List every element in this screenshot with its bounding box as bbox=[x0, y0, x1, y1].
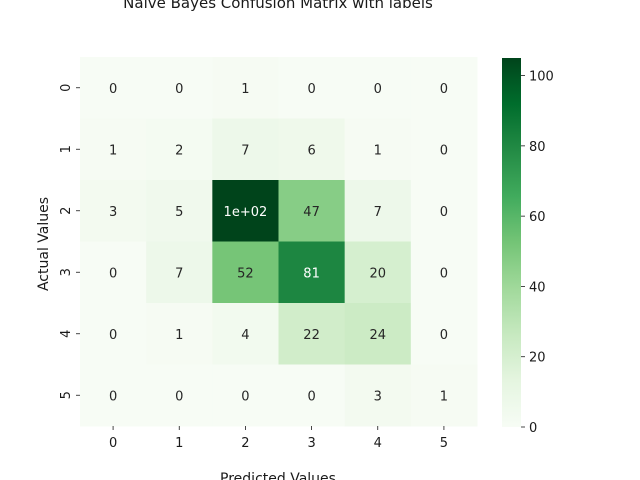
cell-value-label: 1 bbox=[109, 143, 117, 158]
y-tick-label: 3 bbox=[59, 268, 74, 276]
heatmap-cell bbox=[212, 118, 279, 181]
heatmap-cell bbox=[410, 180, 478, 242]
heatmap-cell bbox=[410, 118, 478, 181]
colorbar-tick-label: 20 bbox=[529, 351, 546, 366]
cell-value-label: 6 bbox=[307, 143, 315, 158]
cell-value-label: 0 bbox=[307, 389, 315, 404]
x-tick-label: 4 bbox=[374, 436, 382, 451]
cell-value-label: 52 bbox=[237, 266, 254, 281]
cell-value-label: 3 bbox=[109, 205, 117, 220]
colorbar-tick-label: 0 bbox=[529, 421, 537, 436]
cell-value-label: 0 bbox=[109, 266, 117, 281]
heatmap-cell bbox=[80, 180, 147, 242]
cell-value-label: 0 bbox=[440, 266, 448, 281]
heatmap-cell bbox=[344, 57, 412, 119]
colorbar bbox=[502, 58, 521, 427]
cell-value-label: 7 bbox=[175, 266, 183, 281]
heatmap-cell bbox=[212, 364, 279, 427]
y-tick-label: 4 bbox=[59, 330, 74, 338]
cell-value-label: 20 bbox=[369, 266, 386, 281]
heatmap-cell bbox=[146, 364, 213, 427]
heatmap-cell bbox=[344, 241, 412, 304]
cell-value-label: 0 bbox=[307, 82, 315, 97]
heatmap-cell bbox=[344, 180, 412, 242]
cell-value-label: 0 bbox=[440, 328, 448, 343]
cell-value-label: 0 bbox=[440, 143, 448, 158]
heatmap-cell bbox=[212, 303, 279, 365]
y-axis-label: Actual Values bbox=[36, 197, 52, 291]
x-tick-label: 1 bbox=[175, 436, 183, 451]
cell-value-label: 1 bbox=[175, 328, 183, 343]
x-tick-label: 5 bbox=[440, 436, 448, 451]
cell-value-label: 22 bbox=[303, 328, 320, 343]
heatmap-cell bbox=[212, 57, 279, 119]
cell-value-label: 5 bbox=[175, 205, 183, 220]
cell-value-label: 0 bbox=[109, 328, 117, 343]
x-tick-label: 2 bbox=[241, 436, 249, 451]
heatmap-cell bbox=[212, 241, 279, 304]
heatmap-cell bbox=[278, 241, 346, 304]
heatmap-cell bbox=[146, 57, 213, 119]
chart-title: Naive Bayes Confusion Matrix with labels bbox=[123, 0, 433, 12]
cell-value-label: 0 bbox=[374, 82, 382, 97]
y-tick-label: 2 bbox=[59, 207, 74, 215]
y-tick-label: 5 bbox=[59, 391, 74, 399]
heatmap-cell bbox=[278, 303, 346, 365]
cell-value-label: 7 bbox=[374, 205, 382, 220]
cell-value-label: 0 bbox=[109, 82, 117, 97]
heatmap-cell bbox=[278, 57, 346, 119]
cell-value-label: 7 bbox=[241, 143, 249, 158]
heatmap-cell bbox=[212, 180, 279, 242]
heatmap-cell bbox=[80, 118, 147, 181]
x-tick-label: 0 bbox=[109, 436, 117, 451]
cell-value-label: 0 bbox=[241, 389, 249, 404]
cell-value-label: 4 bbox=[241, 328, 249, 343]
heatmap-cell bbox=[410, 241, 478, 304]
cell-value-label: 1 bbox=[241, 82, 249, 97]
heatmap-cell bbox=[410, 57, 478, 119]
cell-value-label: 0 bbox=[109, 389, 117, 404]
cell-value-label: 0 bbox=[440, 82, 448, 97]
heatmap-cell bbox=[410, 364, 478, 427]
cell-value-label: 1e+02 bbox=[224, 205, 268, 220]
cell-value-label: 0 bbox=[440, 205, 448, 220]
heatmap-cell bbox=[344, 118, 412, 181]
y-tick-label: 0 bbox=[59, 84, 74, 92]
heatmap-cell bbox=[146, 241, 213, 304]
colorbar-tick-label: 80 bbox=[529, 140, 546, 155]
heatmap-cell bbox=[410, 303, 478, 365]
cell-value-label: 1 bbox=[374, 143, 382, 158]
heatmap-cell bbox=[344, 364, 412, 427]
heatmap-cell bbox=[278, 364, 346, 427]
colorbar-tick-label: 100 bbox=[529, 70, 554, 85]
x-axis-label: Predicted Values bbox=[220, 471, 336, 480]
x-tick-label: 3 bbox=[307, 436, 315, 451]
heatmap-cell bbox=[146, 118, 213, 181]
cell-value-label: 2 bbox=[175, 143, 183, 158]
heatmap-cell bbox=[146, 303, 213, 365]
cell-value-label: 0 bbox=[175, 389, 183, 404]
cell-value-label: 1 bbox=[440, 389, 448, 404]
heatmap-cell bbox=[80, 364, 147, 427]
cell-value-label: 0 bbox=[175, 82, 183, 97]
colorbar-tick-label: 60 bbox=[529, 210, 546, 225]
cell-value-label: 47 bbox=[303, 205, 320, 220]
colorbar-ticks: 0 20 40 60 80 100 bbox=[521, 70, 554, 436]
cell-value-label: 81 bbox=[303, 266, 320, 281]
cell-value-label: 24 bbox=[369, 328, 386, 343]
heatmap-cell bbox=[80, 303, 147, 365]
heatmap-cell bbox=[80, 57, 147, 119]
heatmap-cells: 0 0 1 0 0 0 1 2 7 6 1 0 3 5 1e+02 47 7 0 0 7 52 81 20 0 0 1 4 22 24 0… bbox=[80, 57, 478, 427]
heatmap-cell bbox=[146, 180, 213, 242]
x-axis-ticks: 0 1 2 3 4 5 bbox=[109, 426, 448, 451]
heatmap-cell bbox=[80, 241, 147, 304]
heatmap-cell bbox=[278, 180, 346, 242]
heatmap-cell bbox=[344, 303, 412, 365]
y-axis-ticks: 0 1 2 3 4 5 bbox=[59, 84, 80, 399]
colorbar-tick-label: 40 bbox=[529, 280, 546, 295]
cell-value-label: 3 bbox=[374, 389, 382, 404]
y-tick-label: 1 bbox=[59, 145, 74, 153]
heatmap-cell bbox=[278, 118, 346, 181]
